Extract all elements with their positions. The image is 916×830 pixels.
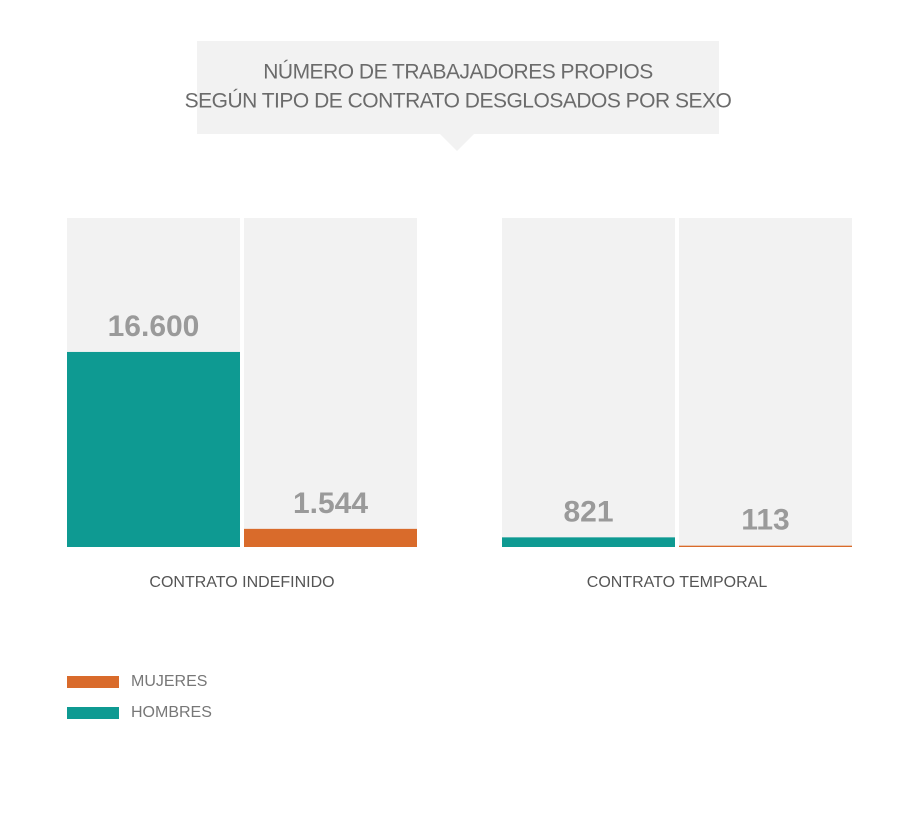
chart-title: NÚMERO DE TRABAJADORES PROPIOS xyxy=(263,61,653,84)
chart-title: SEGÚN TIPO DE CONTRATO DESGLOSADOS POR S… xyxy=(185,90,732,113)
value-label: 113 xyxy=(741,504,789,537)
title-pointer xyxy=(440,134,474,151)
bar xyxy=(502,537,675,547)
legend-swatch xyxy=(67,676,119,688)
value-label: 16.600 xyxy=(108,310,200,343)
bar xyxy=(679,545,852,547)
x-tick-label: CONTRATO TEMPORAL xyxy=(587,574,768,591)
legend-label: MUJERES xyxy=(131,673,207,690)
legend-swatch xyxy=(67,707,119,719)
value-label: 821 xyxy=(563,495,613,528)
bar xyxy=(244,528,417,547)
panel-background xyxy=(502,218,675,547)
legend-label: HOMBRES xyxy=(131,704,212,721)
bar xyxy=(67,351,240,547)
panel-background xyxy=(244,218,417,547)
value-label: 1.544 xyxy=(293,487,368,520)
title-box xyxy=(197,41,719,134)
x-tick-label: CONTRATO INDEFINIDO xyxy=(149,574,334,591)
panel-background xyxy=(679,218,852,547)
